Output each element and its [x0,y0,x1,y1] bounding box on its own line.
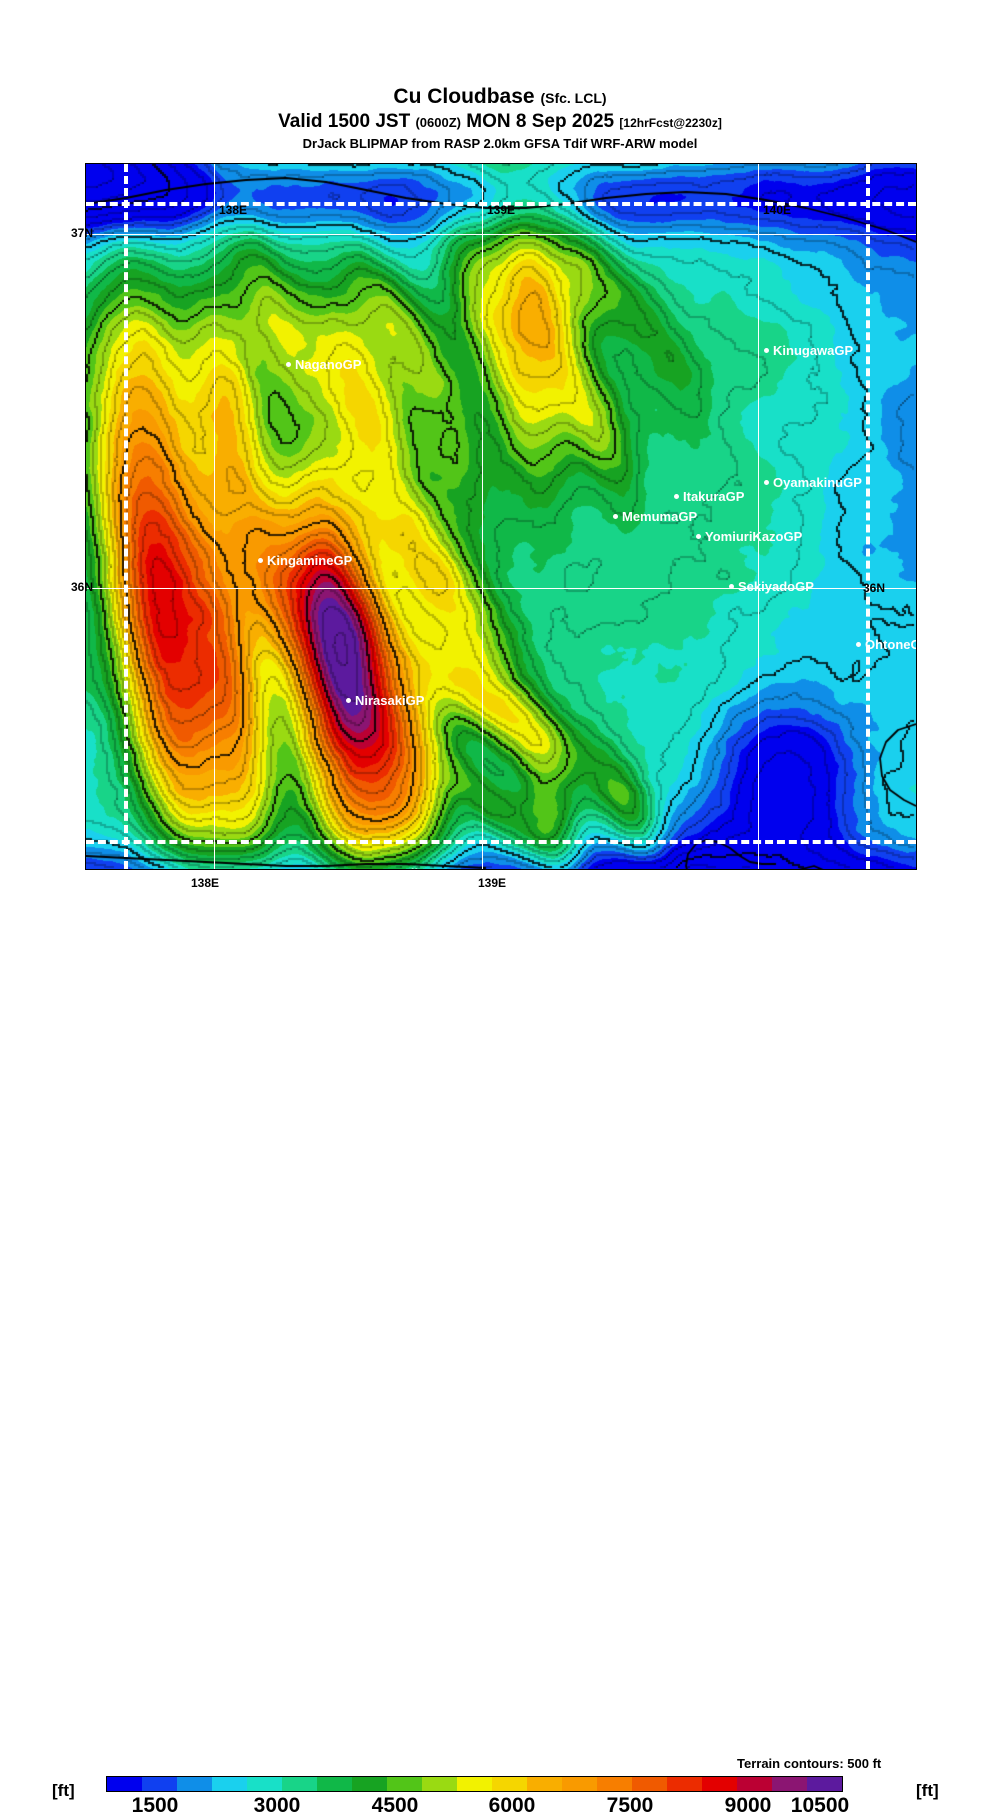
station-label: SekiyadoGP [738,579,814,594]
station-dot-icon [764,480,769,486]
station-yomiurikazogp[interactable]: YomiuriKazoGP [696,530,802,543]
color-swatch-13 [562,1777,597,1791]
station-kingaminegp[interactable]: KingamineGP [258,554,352,567]
color-swatch-4 [247,1777,282,1791]
valid-time-line: Valid 1500 JST (0600Z) MON 8 Sep 2025 [1… [0,111,1000,134]
blipmap-page: Cu Cloudbase (Sfc. LCL) Valid 1500 JST (… [0,86,1000,1817]
color-swatch-10 [457,1777,492,1791]
colorbar-tick-3000: 3000 [253,1794,301,1817]
title-sub: (Sfc. LCL) [540,90,607,106]
color-swatch-6 [317,1777,352,1791]
station-kinugawagp[interactable]: KinugawaGP [764,344,853,357]
color-swatch-7 [352,1777,387,1791]
station-dot-icon [613,514,618,520]
station-sekiyadogp[interactable]: SekiyadoGP [729,580,814,593]
colorbar-tick-7500: 7500 [606,1794,654,1817]
station-label: NirasakiGP [355,693,425,708]
lon-label-140e-top: 140E [763,203,792,217]
color-swatch-11 [492,1777,527,1791]
color-swatch-3 [212,1777,247,1791]
station-dot-icon [674,494,679,500]
color-swatch-5 [282,1777,317,1791]
color-swatch-14 [597,1777,632,1791]
parallel-36n [86,588,916,590]
color-swatch-0 [107,1777,142,1791]
color-swatch-20 [807,1777,842,1791]
station-label: KinugawaGP [773,343,854,358]
title-block: Cu Cloudbase (Sfc. LCL) Valid 1500 JST (… [0,86,1000,152]
station-dot-icon [729,584,734,590]
color-swatch-17 [702,1777,737,1791]
title-main: Cu Cloudbase [393,85,535,108]
valid-date: MON 8 Sep 2025 [466,111,615,132]
meridian-138e [214,164,216,869]
colorbar-tick-1500: 1500 [131,1794,179,1817]
lon-label-139e-top: 139E [487,203,516,217]
station-dot-icon [764,348,769,354]
station-label: NaganoGP [295,357,362,372]
station-label: YomiuriKazoGP [705,529,803,544]
station-label: OyamakinuGP [773,475,862,490]
station-label: ItakuraGP [683,489,745,504]
lat-label-37n-left: 37N [71,226,94,240]
units-label-left: [ft] [52,1781,75,1800]
lat-label-36n-left: 36N [71,580,94,594]
station-fujiganegp[interactable]: FujiganeGP [386,866,467,869]
map-panel[interactable]: 138E 139E 140E 36N NaganoGP KinugawaGP Oya… [85,163,917,870]
color-swatch-9 [422,1777,457,1791]
color-swatch-16 [667,1777,702,1791]
station-dot-icon [286,362,291,368]
colorbar-tick-9000: 9000 [724,1794,772,1817]
lon-label-139e-bottom: 139E [478,876,507,890]
station-dot-icon [258,558,263,564]
cloudbase-raster [86,164,916,869]
station-dot-icon [696,534,701,540]
meridian-139e [482,164,484,869]
station-dot-icon [346,698,351,704]
terrain-contour-note: Terrain contours: 500 ft [737,1756,882,1771]
parallel-37n [86,234,916,236]
color-swatch-12 [527,1777,562,1791]
valid-local: Valid 1500 JST [278,111,411,132]
color-swatch-2 [177,1777,212,1791]
station-label: FujiganeGP [395,866,467,869]
station-nirasakigp[interactable]: NirasakiGP [346,694,424,707]
lon-label-138e-top: 138E [219,203,248,217]
station-label: KingamineGP [267,553,353,568]
station-memumagp[interactable]: MemumaGP [613,510,697,523]
units-label-right: [ft] [916,1781,939,1800]
color-swatch-1 [142,1777,177,1791]
domain-box-left [124,164,128,869]
station-itakuragp[interactable]: ItakuraGP [674,490,744,503]
color-scale-bar[interactable] [106,1776,843,1792]
color-swatch-19 [772,1777,807,1791]
valid-utc: (0600Z) [415,115,461,130]
station-label: MemumaGP [622,509,698,524]
station-label: OhtoneGP [865,637,916,652]
color-swatch-15 [632,1777,667,1791]
forecast-tag: [12hrFcst@2230z] [619,116,722,130]
station-naganogp[interactable]: NaganoGP [286,358,361,371]
lon-label-138e-bottom: 138E [191,876,220,890]
colorbar-tick-10500: 10500 [790,1794,850,1817]
station-dot-icon [856,642,861,648]
station-ohtonegp[interactable]: OhtoneGP [856,637,916,652]
colorbar-tick-6000: 6000 [488,1794,536,1817]
domain-box-top [86,202,916,206]
colorbar-tick-4500: 4500 [371,1794,419,1817]
page-title: Cu Cloudbase (Sfc. LCL) [0,86,1000,109]
meridian-140e [758,164,760,869]
domain-box-bottom [86,840,916,844]
color-swatch-18 [737,1777,772,1791]
color-swatch-8 [387,1777,422,1791]
colorbar-block: Terrain contours: 500 ft [ft] [ft] 1500 3… [0,878,1000,1817]
lat-label-36n-right: 36N [863,581,886,595]
station-oyamakinugp[interactable]: OyamakinuGP [764,476,862,489]
model-source-line: DrJack BLIPMAP from RASP 2.0km GFSA Tdif… [302,136,698,151]
domain-box-right [866,164,870,869]
